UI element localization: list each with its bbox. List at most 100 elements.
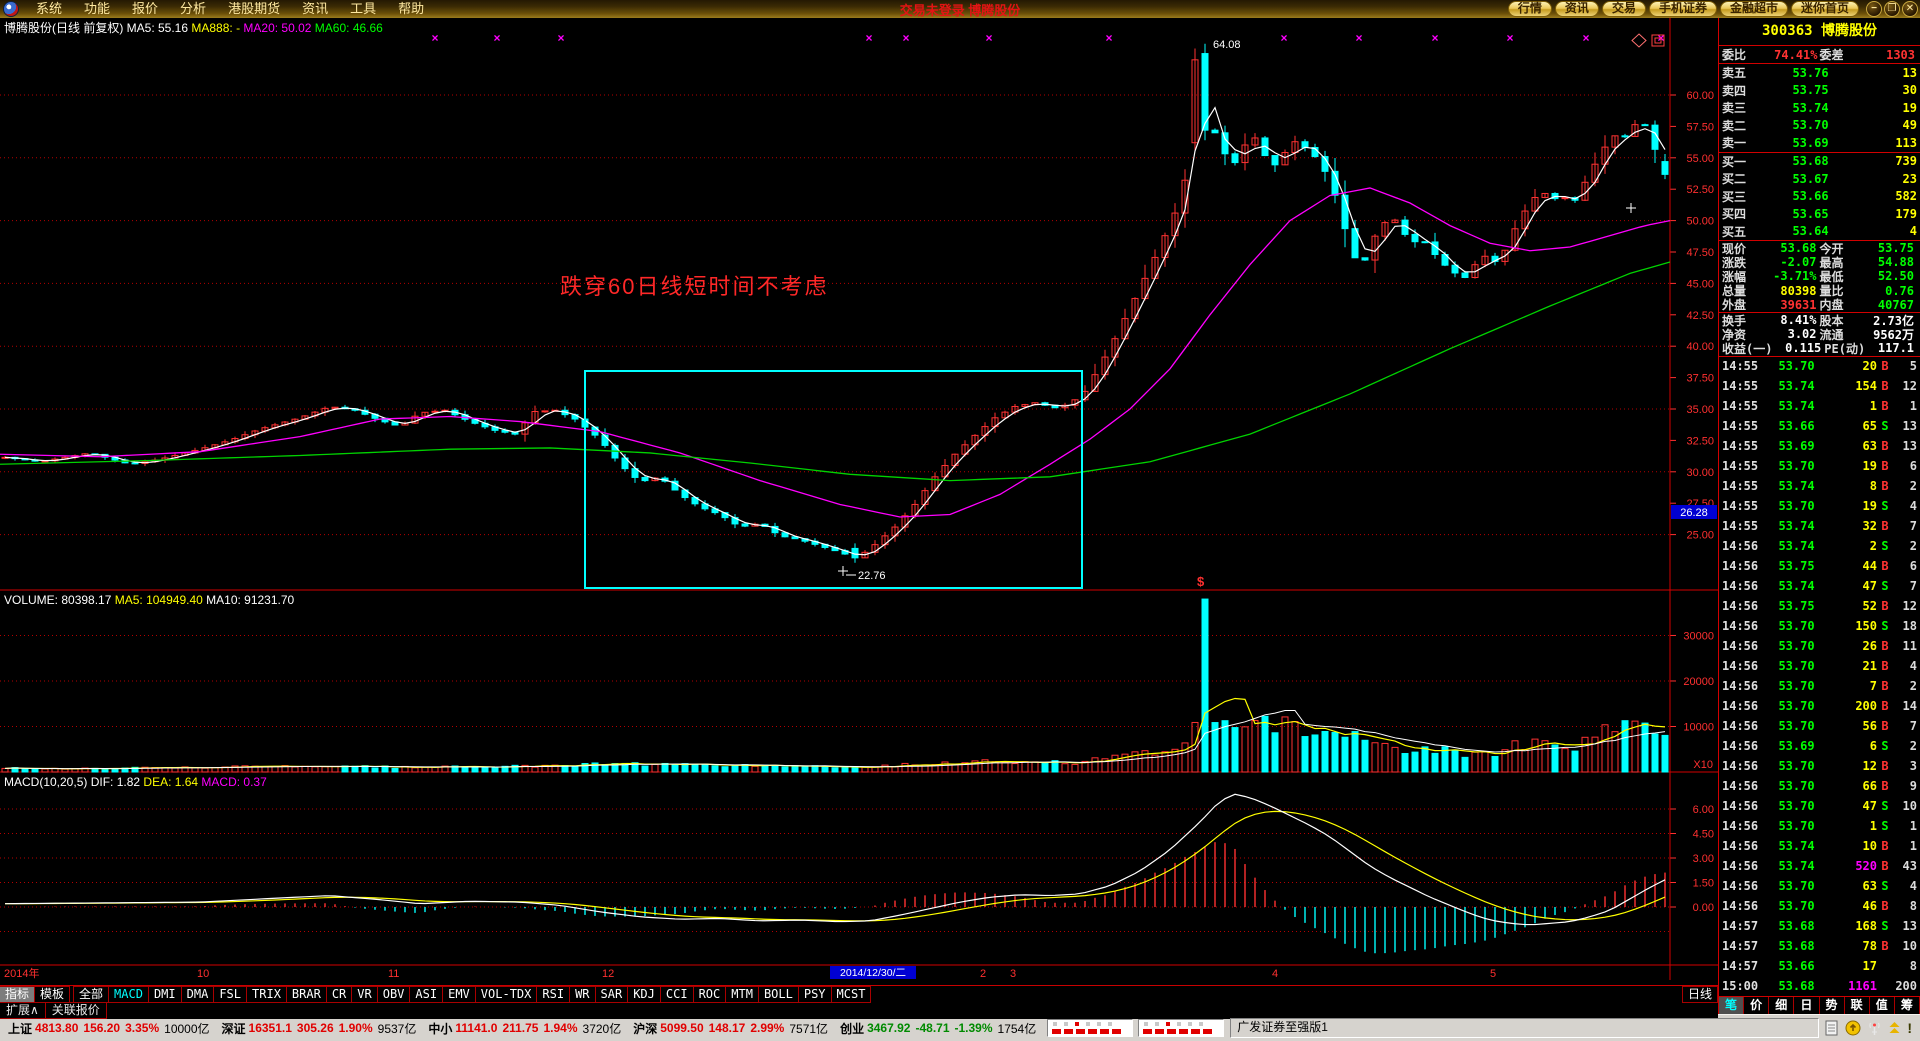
- panel-tab-筹[interactable]: 筹: [1894, 997, 1920, 1014]
- alert-icon[interactable]: !: [1907, 1020, 1912, 1036]
- quick-button-迷你首页[interactable]: 迷你首页: [1790, 1, 1859, 17]
- selected-date-chip: [830, 966, 916, 979]
- tick-direction: S: [1881, 579, 1889, 594]
- tick-price: 53.74: [1778, 399, 1815, 414]
- indicator-tab-RSI[interactable]: RSI: [536, 986, 571, 1003]
- ask-row[interactable]: 卖四 53.75 30: [1719, 82, 1920, 100]
- index-change: 305.26: [296, 1021, 334, 1035]
- menu-item-系统[interactable]: 系统: [36, 1, 63, 16]
- left-tab-模板[interactable]: 模板: [34, 986, 71, 1003]
- indicator-tab-KDJ[interactable]: KDJ: [627, 986, 661, 1003]
- menu-item-工具[interactable]: 工具: [350, 1, 377, 16]
- indicator-tab-BOLL[interactable]: BOLL: [757, 986, 799, 1003]
- panel-tab-势[interactable]: 势: [1819, 997, 1845, 1014]
- panel-tab-值[interactable]: 值: [1869, 997, 1895, 1014]
- tick-row: 14:56 53.70 66 B 9: [1719, 776, 1920, 796]
- tick-time: 14:56: [1722, 879, 1759, 894]
- indicator-tab-PSY[interactable]: PSY: [797, 986, 832, 1003]
- bid-row[interactable]: 买三 53.66 582: [1719, 188, 1920, 206]
- indicator-tab-CCI[interactable]: CCI: [659, 986, 694, 1003]
- bid-volume: 23: [1902, 171, 1917, 186]
- indicator-tab-VOL-TDX[interactable]: VOL-TDX: [474, 986, 538, 1003]
- menu-item-功能[interactable]: 功能: [84, 1, 111, 16]
- tick-row: 14:55 53.74 154 B 12: [1719, 376, 1920, 396]
- minimize-button[interactable]: −: [1866, 1, 1882, 17]
- indicator-tab-DMI[interactable]: DMI: [147, 986, 182, 1003]
- menu-item-分析[interactable]: 分析: [180, 1, 207, 16]
- menu-item-报价[interactable]: 报价: [132, 1, 159, 16]
- panel-tab-价[interactable]: 价: [1744, 997, 1770, 1014]
- quick-button-手机证券[interactable]: 手机证券: [1648, 1, 1717, 17]
- ask-row[interactable]: 卖五 53.76 13: [1719, 64, 1920, 82]
- indicator-tab-ASI[interactable]: ASI: [409, 986, 444, 1003]
- tick-direction: S: [1881, 619, 1889, 634]
- indicator-tab-TRIX[interactable]: TRIX: [246, 986, 287, 1003]
- quick-button-金融超市[interactable]: 金融超市: [1719, 1, 1788, 17]
- close-button[interactable]: ✕: [1902, 1, 1918, 17]
- divider: [1719, 311, 1920, 313]
- tick-price: 53.68: [1778, 939, 1815, 954]
- coin-icon[interactable]: [1845, 1020, 1861, 1036]
- indicator-tab-全部[interactable]: 全部: [73, 986, 110, 1003]
- ask-row[interactable]: 卖二 53.70 49: [1719, 117, 1920, 135]
- tick-list[interactable]: 14:55 53.70 20 B 5 14:55 53.74 154 B 12 14:55 53.74…: [1719, 355, 1920, 997]
- ask-row[interactable]: 卖一 53.69 113: [1719, 134, 1920, 152]
- tick-volume: 1: [1869, 399, 1877, 414]
- tick-price: 53.66: [1778, 419, 1815, 434]
- indicator-tab-SAR[interactable]: SAR: [594, 986, 629, 1003]
- indicator-tab-WR[interactable]: WR: [569, 986, 596, 1003]
- ask-volume: 113: [1895, 135, 1917, 150]
- indicator-tab-OBV[interactable]: OBV: [376, 986, 411, 1003]
- tick-price: 53.74: [1778, 579, 1815, 594]
- tick-count: 1: [1909, 839, 1917, 854]
- ext-tab-关联报价[interactable]: 关联报价: [44, 1002, 107, 1019]
- menu-item-港股期货[interactable]: 港股期货: [228, 1, 281, 16]
- tick-row: 14:56 53.70 21 B 4: [1719, 656, 1920, 676]
- panel-tab-笔[interactable]: 笔: [1719, 997, 1745, 1014]
- panel-tab-日[interactable]: 日: [1794, 997, 1820, 1014]
- bid-price: 53.68: [1792, 154, 1829, 169]
- index-value: 11141.0: [455, 1021, 498, 1035]
- tick-count: 9: [1909, 779, 1917, 794]
- indicator-tab-MTM[interactable]: MTM: [725, 986, 759, 1003]
- svg-text:52.50: 52.50: [1686, 184, 1714, 196]
- left-tab-指标[interactable]: 指标: [0, 986, 36, 1003]
- indicator-tab-VR[interactable]: VR: [351, 986, 378, 1003]
- indicator-tab-FSL[interactable]: FSL: [213, 986, 248, 1003]
- bid-row[interactable]: 买四 53.65 179: [1719, 205, 1920, 223]
- panel-tab-细[interactable]: 细: [1769, 997, 1795, 1014]
- indicator-tab-DMA[interactable]: DMA: [180, 986, 215, 1003]
- kline-chart-canvas[interactable]: 60.0057.5055.0052.5050.0047.5045.0042.50…: [0, 18, 1718, 980]
- bid-row[interactable]: 买一 53.68 739: [1719, 153, 1920, 171]
- menu-item-帮助[interactable]: 帮助: [398, 1, 425, 16]
- weibi-label: 委比: [1722, 48, 1747, 62]
- panel-tab-联[interactable]: 联: [1844, 997, 1870, 1014]
- indicator-tab-MACD[interactable]: MACD: [108, 986, 149, 1003]
- tick-count: 1: [1909, 399, 1917, 414]
- indicator-tab-EMV[interactable]: EMV: [442, 986, 476, 1003]
- tick-time: 14:55: [1722, 479, 1759, 494]
- ask-price: 53.74: [1792, 100, 1829, 115]
- document-icon[interactable]: [1825, 1020, 1839, 1036]
- quick-button-交易[interactable]: 交易: [1601, 1, 1646, 17]
- menu-item-资讯[interactable]: 资讯: [302, 1, 329, 16]
- quick-button-行情[interactable]: 行情: [1507, 1, 1552, 17]
- restore-button[interactable]: ❐: [1884, 1, 1900, 17]
- ask-row[interactable]: 卖三 53.74 19: [1719, 99, 1920, 117]
- app-logo-icon[interactable]: [3, 1, 19, 17]
- indicator-tab-CR[interactable]: CR: [325, 986, 353, 1003]
- double-up-arrow-icon[interactable]: [1888, 1020, 1901, 1036]
- tick-direction: S: [1881, 799, 1889, 814]
- indicator-tab-MCST[interactable]: MCST: [830, 986, 872, 1003]
- bid-row[interactable]: 买二 53.67 23: [1719, 170, 1920, 188]
- period-label[interactable]: 日线: [1681, 986, 1718, 1003]
- bid-row[interactable]: 买五 53.64 4: [1719, 223, 1920, 241]
- index-quotes[interactable]: 上证 4813.80 156.20 3.35% 10000亿 深证 16351.1 305.2…: [2, 1020, 1042, 1037]
- tick-count: 7: [1909, 719, 1917, 734]
- indicator-tab-BRAR[interactable]: BRAR: [285, 986, 327, 1003]
- ext-tab-扩展∧[interactable]: 扩展∧: [0, 1002, 46, 1019]
- antenna-signal-icon[interactable]: [1867, 1020, 1882, 1036]
- quick-button-资讯[interactable]: 资讯: [1554, 1, 1599, 17]
- indicator-tab-ROC[interactable]: ROC: [692, 986, 727, 1003]
